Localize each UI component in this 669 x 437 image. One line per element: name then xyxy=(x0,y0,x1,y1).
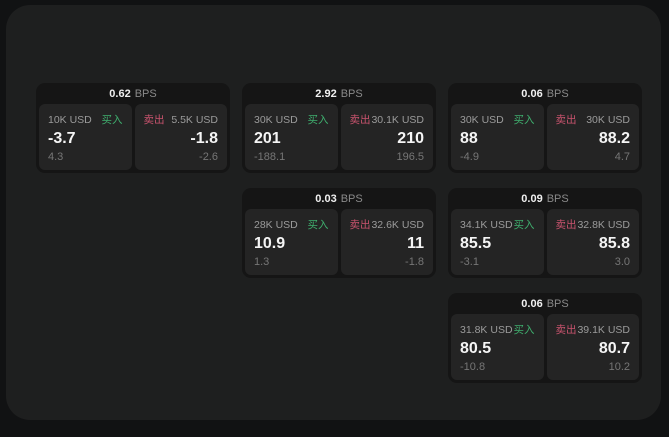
spread-unit: BPS xyxy=(546,297,569,310)
quote-card-2: 2.92 BPS 30K USD 买入 201 -188.1 卖出 30.1K … xyxy=(242,83,436,173)
sell-label: 卖出 xyxy=(349,114,371,126)
spread-header: 0.03 BPS xyxy=(242,188,436,209)
quote-card-1: 0.62 BPS 10K USD 买入 -3.7 4.3 卖出 5.5K USD… xyxy=(36,83,230,173)
buy-change: -10.8 xyxy=(460,361,486,373)
sell-panel[interactable]: 卖出 30.1K USD 210 196.5 xyxy=(340,104,433,170)
buy-change: 1.3 xyxy=(254,256,270,268)
sell-price: 210 xyxy=(397,130,424,147)
sell-label: 卖出 xyxy=(555,219,577,231)
sell-price: 11 xyxy=(407,235,424,252)
buy-label: 买入 xyxy=(513,324,535,336)
sell-price: 80.7 xyxy=(598,340,630,357)
buy-price: -3.7 xyxy=(48,130,76,147)
buy-label: 买入 xyxy=(307,219,329,231)
buy-size: 10K USD xyxy=(48,113,92,126)
buy-size: 30K USD xyxy=(460,113,504,126)
sell-panel[interactable]: 卖出 5.5K USD -1.8 -2.6 xyxy=(134,104,227,170)
sell-size: 5.5K USD xyxy=(171,113,218,126)
buy-label: 买入 xyxy=(307,114,329,126)
quote-panels: 10K USD 买入 -3.7 4.3 卖出 5.5K USD -1.8 -2.… xyxy=(36,104,230,173)
sell-change: 4.7 xyxy=(614,151,630,163)
buy-panel[interactable]: 30K USD 买入 88 -4.9 xyxy=(451,104,544,170)
buy-price: 201 xyxy=(254,130,281,147)
buy-size: 30K USD xyxy=(254,113,298,126)
buy-change: -188.1 xyxy=(254,151,286,163)
sell-size: 30K USD xyxy=(586,113,630,126)
buy-change: -4.9 xyxy=(460,151,479,163)
quote-card-4: 0.03 BPS 28K USD 买入 10.9 1.3 卖出 32.6K US… xyxy=(242,188,436,278)
sell-panel[interactable]: 卖出 32.6K USD 11 -1.8 xyxy=(340,209,433,275)
sell-size: 32.6K USD xyxy=(371,218,424,231)
sell-panel[interactable]: 卖出 32.8K USD 85.8 3.0 xyxy=(546,209,639,275)
quote-card-5: 0.09 BPS 34.1K USD 买入 85.5 -3.1 卖出 32.8K… xyxy=(448,188,642,278)
buy-price: 10.9 xyxy=(254,235,286,252)
buy-price: 88 xyxy=(460,130,478,147)
sell-panel[interactable]: 卖出 39.1K USD 80.7 10.2 xyxy=(546,314,639,380)
app-window: 0.62 BPS 10K USD 买入 -3.7 4.3 卖出 5.5K USD… xyxy=(6,5,661,420)
buy-price: 80.5 xyxy=(460,340,492,357)
quote-panels: 30K USD 买入 88 -4.9 卖出 30K USD 88.2 4.7 xyxy=(448,104,642,173)
sell-label: 卖出 xyxy=(349,219,371,231)
buy-price: 85.5 xyxy=(460,235,492,252)
buy-panel[interactable]: 10K USD 买入 -3.7 4.3 xyxy=(39,104,132,170)
sell-change: 10.2 xyxy=(608,361,630,373)
quote-card-3: 0.06 BPS 30K USD 买入 88 -4.9 卖出 30K USD 8… xyxy=(448,83,642,173)
buy-change: 4.3 xyxy=(48,151,64,163)
buy-size: 31.8K USD xyxy=(460,323,513,336)
spread-value: 0.62 xyxy=(109,87,131,100)
buy-panel[interactable]: 30K USD 买入 201 -188.1 xyxy=(245,104,338,170)
sell-label: 卖出 xyxy=(555,324,577,336)
spread-header: 0.06 BPS xyxy=(448,293,642,314)
buy-panel[interactable]: 28K USD 买入 10.9 1.3 xyxy=(245,209,338,275)
spread-header: 0.09 BPS xyxy=(448,188,642,209)
spread-value: 0.06 xyxy=(521,87,543,100)
sell-size: 30.1K USD xyxy=(371,113,424,126)
sell-price: -1.8 xyxy=(190,130,218,147)
spread-unit: BPS xyxy=(546,87,569,100)
spread-header: 0.06 BPS xyxy=(448,83,642,104)
sell-size: 39.1K USD xyxy=(577,323,630,336)
buy-label: 买入 xyxy=(513,114,535,126)
quote-panels: 30K USD 买入 201 -188.1 卖出 30.1K USD 210 1… xyxy=(242,104,436,173)
sell-change: 196.5 xyxy=(396,151,424,163)
spread-value: 0.06 xyxy=(521,297,543,310)
spread-unit: BPS xyxy=(340,87,363,100)
spread-value: 0.09 xyxy=(521,192,543,205)
sell-price: 85.8 xyxy=(598,235,630,252)
spread-unit: BPS xyxy=(340,192,363,205)
buy-change: -3.1 xyxy=(460,256,479,268)
quote-panels: 34.1K USD 买入 85.5 -3.1 卖出 32.8K USD 85.8… xyxy=(448,209,642,278)
sell-price: 88.2 xyxy=(598,130,630,147)
buy-panel[interactable]: 34.1K USD 买入 85.5 -3.1 xyxy=(451,209,544,275)
sell-change: 3.0 xyxy=(614,256,630,268)
quote-panels: 31.8K USD 买入 80.5 -10.8 卖出 39.1K USD 80.… xyxy=(448,314,642,383)
sell-label: 卖出 xyxy=(555,114,577,126)
quote-card-6: 0.06 BPS 31.8K USD 买入 80.5 -10.8 卖出 39.1… xyxy=(448,293,642,383)
buy-size: 34.1K USD xyxy=(460,218,513,231)
sell-panel[interactable]: 卖出 30K USD 88.2 4.7 xyxy=(546,104,639,170)
spread-value: 2.92 xyxy=(315,87,337,100)
spread-header: 2.92 BPS xyxy=(242,83,436,104)
sell-change: -1.8 xyxy=(405,256,424,268)
spread-header: 0.62 BPS xyxy=(36,83,230,104)
spread-unit: BPS xyxy=(546,192,569,205)
quote-panels: 28K USD 买入 10.9 1.3 卖出 32.6K USD 11 -1.8 xyxy=(242,209,436,278)
buy-size: 28K USD xyxy=(254,218,298,231)
sell-change: -2.6 xyxy=(199,151,218,163)
buy-label: 买入 xyxy=(513,219,535,231)
buy-panel[interactable]: 31.8K USD 买入 80.5 -10.8 xyxy=(451,314,544,380)
spread-unit: BPS xyxy=(134,87,157,100)
spread-value: 0.03 xyxy=(315,192,337,205)
sell-label: 卖出 xyxy=(143,114,165,126)
buy-label: 买入 xyxy=(101,114,123,126)
sell-size: 32.8K USD xyxy=(577,218,630,231)
